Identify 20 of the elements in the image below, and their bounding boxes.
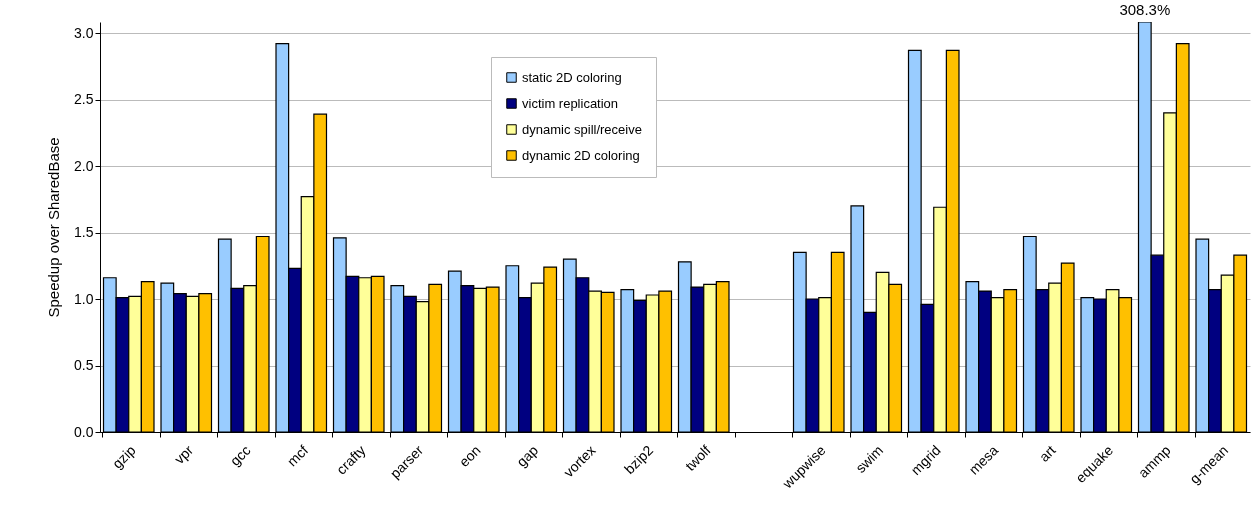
x-tick-label: vpr (171, 441, 197, 468)
legend-label: dynamic spill/receive (522, 121, 642, 137)
y-tick-label: 1.0 (74, 290, 94, 307)
y-tick-label: 3.0 (74, 24, 94, 41)
legend-label: victim replication (522, 95, 619, 111)
legend-label: static 2D coloring (522, 69, 622, 85)
legend-label: dynamic 2D coloring (522, 147, 640, 163)
x-tick-label: gcc (226, 442, 254, 469)
x-tick-label: art (1035, 442, 1059, 465)
x-tick-label: gap (513, 441, 542, 470)
y-tick-label: 0.5 (74, 357, 94, 374)
x-tick-label: mcf (283, 442, 312, 470)
y-tick-label: 1.5 (74, 224, 94, 241)
y-axis-title: Speedup over SharedBase (45, 137, 63, 318)
x-tick-label: eon (455, 442, 484, 470)
y-tick-label: 2.0 (74, 157, 94, 174)
y-tick-label: 2.5 (74, 91, 94, 108)
x-tick-label: gzip (109, 441, 139, 472)
y-tick-label: 0.0 (74, 423, 94, 440)
data-label: 308.3% (1119, 1, 1171, 18)
